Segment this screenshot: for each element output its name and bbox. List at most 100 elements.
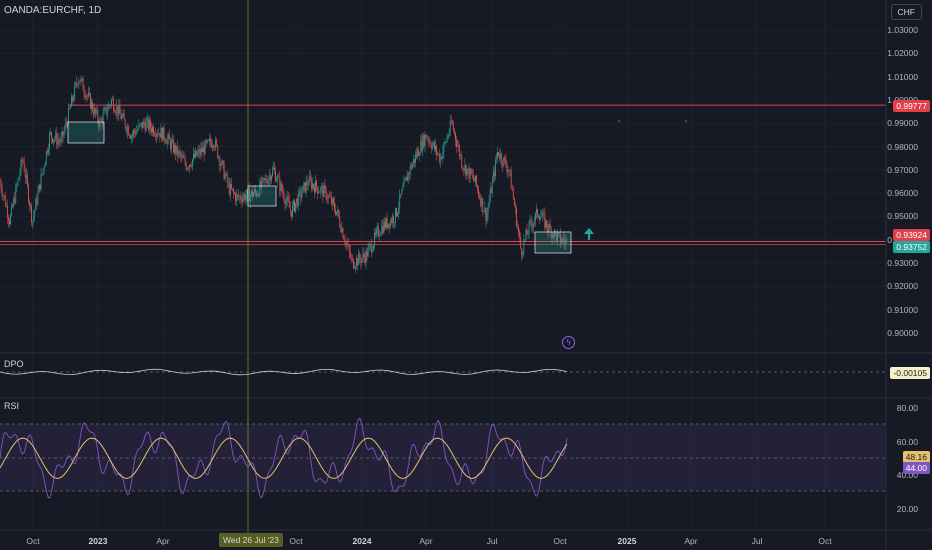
candle-body <box>381 225 383 234</box>
candle-body <box>13 198 15 207</box>
candle-body <box>273 167 274 169</box>
candle-body <box>386 217 388 228</box>
candle-body <box>2 195 4 197</box>
candle-body <box>240 196 242 200</box>
candle-body <box>294 200 295 212</box>
candle-body <box>564 240 566 244</box>
candle-body <box>45 150 47 163</box>
symbol-title[interactable]: OANDA:EURCHF, 1D <box>4 5 102 16</box>
time-tick-label: Apr <box>419 536 433 546</box>
candle-body <box>147 118 149 130</box>
candle-body <box>44 162 46 167</box>
rsi-title[interactable]: RSI <box>4 401 20 411</box>
candle-body <box>425 134 427 138</box>
candle-body <box>491 179 493 194</box>
candle-body <box>269 175 271 181</box>
candle-body <box>43 166 45 169</box>
candle-body <box>465 164 467 176</box>
support-price-badge: 0.93752 <box>893 241 930 253</box>
price-tick-label: 0.93000 <box>887 258 918 268</box>
rsi-ma-line <box>0 437 568 479</box>
candle-body <box>63 129 65 136</box>
candle-body <box>60 137 62 143</box>
candle-body <box>360 259 362 263</box>
candle-body <box>257 194 259 197</box>
candle-body <box>492 171 494 180</box>
candle-body <box>442 151 444 159</box>
candle-body <box>55 132 57 139</box>
candle-body <box>513 198 515 206</box>
candle-body <box>186 168 188 170</box>
dpo-title[interactable]: DPO <box>4 359 24 369</box>
candle-body <box>416 154 417 157</box>
candle-body <box>449 120 451 133</box>
candle-body <box>370 243 372 253</box>
candle-body <box>81 78 83 80</box>
candle-body <box>355 266 356 268</box>
candle-body <box>455 132 456 141</box>
candle-body <box>241 199 243 203</box>
candle-body <box>497 152 498 159</box>
candle-body <box>72 96 73 101</box>
candle-body <box>255 189 256 193</box>
candle-body <box>96 110 98 114</box>
candle-body <box>16 185 18 187</box>
candle-body <box>272 168 273 177</box>
candle-body <box>391 216 393 223</box>
consolidation-box-1[interactable] <box>67 121 105 144</box>
candle-body <box>198 149 200 153</box>
candle-body <box>446 137 448 142</box>
candle-body <box>515 205 516 208</box>
candle-body <box>396 208 397 216</box>
currency-button[interactable]: CHF <box>890 4 922 20</box>
candle-body <box>218 157 220 158</box>
candle-body <box>168 134 170 140</box>
lightning-icon[interactable]: ϟ <box>562 336 575 349</box>
candle-body <box>56 132 58 145</box>
candle-body <box>520 236 522 249</box>
candle-body <box>107 104 109 111</box>
consolidation-box-2[interactable] <box>247 185 277 207</box>
candle-body <box>531 224 533 228</box>
candle-body <box>334 202 335 210</box>
candle-body <box>208 138 210 141</box>
candle-body <box>25 174 27 178</box>
candle-body <box>228 182 230 195</box>
candle-body <box>447 136 449 138</box>
candle-body <box>431 145 433 149</box>
price-tick-label: 1.01000 <box>887 71 918 82</box>
candle-body <box>101 119 103 124</box>
candle-body <box>440 156 442 162</box>
candle-body <box>443 143 445 152</box>
candle-body <box>414 159 415 163</box>
price-tick-label: 0.97000 <box>887 164 918 175</box>
candle-body <box>499 155 501 159</box>
candle-body <box>293 200 294 206</box>
candle-body <box>127 127 129 136</box>
candle-body <box>405 176 407 180</box>
candle-body <box>333 198 334 203</box>
dpo-line <box>0 368 568 376</box>
candle-body <box>283 193 285 201</box>
price-tick-label: 0.91000 <box>887 304 918 315</box>
candle-body <box>171 141 172 149</box>
candle-body <box>225 173 227 176</box>
candle-body <box>358 253 360 266</box>
candle-body <box>94 108 96 115</box>
candle-body <box>390 220 392 223</box>
candle-body <box>362 253 364 259</box>
consolidation-box-3[interactable] <box>534 231 572 254</box>
candle-body <box>19 172 21 178</box>
candle-body <box>460 155 462 156</box>
candle-body <box>105 107 107 115</box>
candle-body <box>284 200 286 205</box>
candle-body <box>329 196 331 198</box>
arrow-up-icon[interactable] <box>584 228 594 240</box>
candle-body <box>524 238 526 241</box>
candle-body <box>279 177 281 191</box>
candle-body <box>114 110 116 112</box>
candle-body <box>150 120 151 129</box>
candle-body <box>331 198 333 205</box>
candle-body <box>340 225 342 232</box>
